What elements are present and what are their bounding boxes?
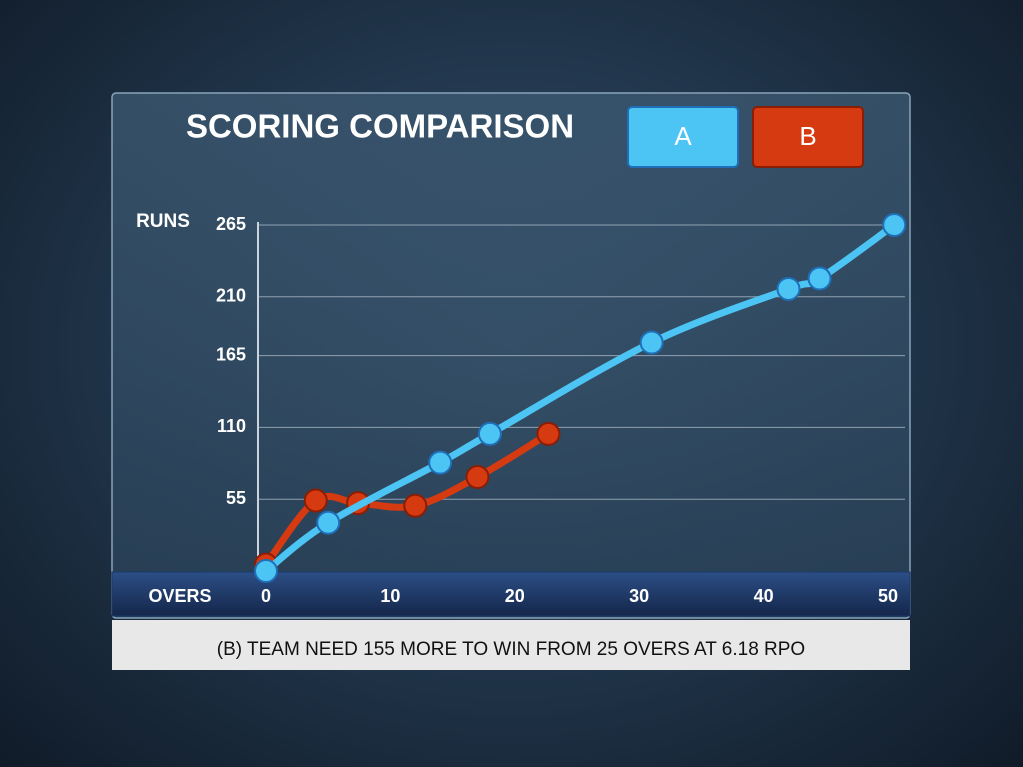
x-axis-band bbox=[111, 571, 911, 617]
data-point bbox=[882, 213, 907, 237]
x-tick-label: 0 bbox=[261, 586, 271, 606]
data-point bbox=[465, 464, 490, 489]
data-point bbox=[254, 559, 278, 583]
data-point bbox=[807, 266, 832, 291]
footer-box bbox=[112, 620, 910, 670]
legend-swatch bbox=[752, 106, 864, 168]
x-tick-label: 10 bbox=[380, 586, 400, 606]
legend-label: B bbox=[799, 121, 816, 151]
x-tick-label: 50 bbox=[878, 586, 898, 606]
x-tick-label: 30 bbox=[629, 586, 649, 606]
y-tick-label: 265 bbox=[216, 214, 246, 234]
y-tick-label: 210 bbox=[216, 286, 246, 306]
data-point bbox=[639, 330, 664, 355]
x-tick-label: 20 bbox=[505, 586, 525, 606]
y-tick-label: 165 bbox=[216, 344, 246, 364]
series-line bbox=[262, 430, 552, 568]
legend-swatch bbox=[627, 106, 739, 168]
data-point bbox=[477, 421, 502, 446]
footer: (B) TEAM NEED 155 MORE TO WIN FROM 25 OV… bbox=[217, 639, 805, 660]
x-axis-label: OVERS bbox=[148, 586, 211, 606]
y-axis-label: RUNS bbox=[136, 211, 190, 232]
y-tick-label: 55 bbox=[226, 488, 246, 508]
chart-title: SCORING COMPARISON bbox=[186, 108, 574, 145]
legend-label: A bbox=[674, 121, 692, 151]
x-tick-label: 40 bbox=[754, 586, 774, 606]
y-tick-label: 110 bbox=[217, 416, 246, 436]
data-point bbox=[303, 488, 328, 513]
data-point bbox=[428, 450, 453, 475]
data-point bbox=[316, 510, 341, 535]
data-point bbox=[403, 493, 428, 518]
data-point bbox=[776, 276, 801, 301]
data-point bbox=[536, 421, 561, 446]
